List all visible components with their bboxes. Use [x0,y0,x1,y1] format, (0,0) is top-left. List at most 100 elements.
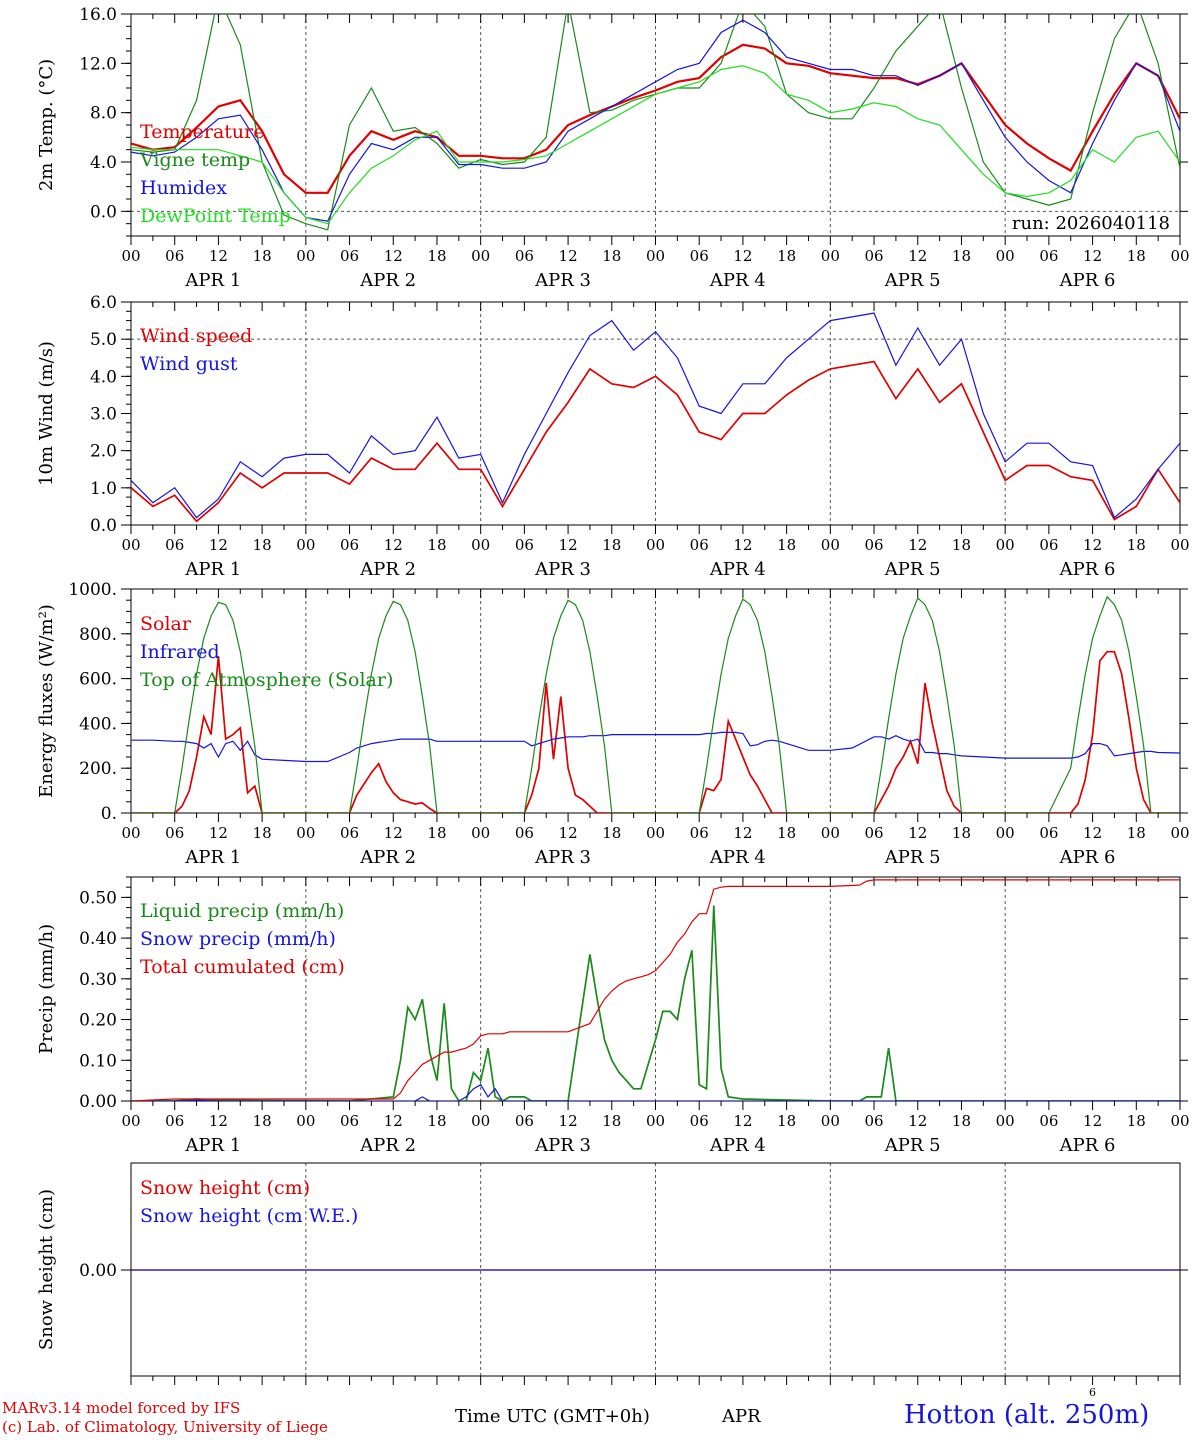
x-day-label: APR 6 [1059,559,1116,580]
y-tick-label: 0.40 [79,929,117,949]
series-line-2-1 [131,360,1180,523]
x-tick-label: 00 [471,536,490,554]
x-day-label: APR 6 [1059,270,1116,291]
legend-entry: Infrared [140,641,220,663]
x-tick-label: 18 [427,536,446,554]
x-tick-label: 06 [340,247,359,265]
x-tick-label: 12 [1083,536,1102,554]
legend-entry: Total cumulated (cm) [140,956,345,978]
y-tick-label: 8.0 [90,104,117,124]
x-tick-label: 18 [602,536,621,554]
x-tick-label: 12 [908,1112,927,1130]
y-tick-label: 600. [79,670,117,690]
series-line-1-4 [131,65,1180,225]
x-day-label: APR 4 [709,847,766,868]
x-tick-label: 00 [121,824,140,842]
x-tick-label: 18 [777,247,796,265]
legend-entry: Snow precip (mm/h) [140,928,336,950]
x-tick-label: 00 [471,1112,490,1130]
x-tick-label: 00 [121,536,140,554]
y-tick-label: 2.0 [90,442,117,462]
x-tick-label: 00 [646,247,665,265]
y-tick-label: 0.20 [79,1011,117,1031]
x-tick-label: 12 [559,824,578,842]
y-tick-label: 3.0 [90,405,117,425]
x-tick-label: 12 [733,824,752,842]
y-tick-label: 0.30 [79,970,117,990]
y-tick-label: 400. [79,714,117,734]
x-tick-label: 12 [908,824,927,842]
x-day-label: APR 4 [709,270,766,291]
run-annotation: run: 2026040118 [1012,213,1170,234]
x-tick-label: 00 [121,247,140,265]
legend-entry: Wind speed [140,325,252,347]
x-day-label: APR 1 [184,270,241,291]
y-axis-label: Energy fluxes (W/m²) [36,604,57,798]
x-day-label: APR 4 [709,559,766,580]
x-tick-label: 12 [559,1112,578,1130]
x-day-label: APR 3 [534,270,591,291]
y-axis-label: Snow height (cm) [36,1189,57,1350]
series-line-4-2 [131,1083,1180,1101]
panel-2: 0.0 1.0 2.0 3.0 4.0 5.0 6.0 10m Wind (m/s) Wind … [36,293,1190,580]
x-day-label: APR 2 [359,270,416,291]
x-tick-label: 06 [864,536,883,554]
x-tick-label: 06 [165,247,184,265]
series-line-4-3 [131,879,1180,1101]
legend-entry: Vigne temp [139,149,250,171]
x-tick-label: 12 [559,536,578,554]
y-tick-label: 1000. [68,580,117,600]
x-tick-label: 18 [777,824,796,842]
x-day-label: APR 6 [1059,847,1116,868]
x-tick-label: 12 [209,1112,228,1130]
x-tick-label: 00 [821,1112,840,1130]
x-day-label: APR 1 [184,559,241,580]
credit-line-2: (c) Lab. of Climatology, University of L… [2,1418,328,1436]
y-tick-label: 0.00 [79,1092,117,1112]
x-tick-label: 06 [165,536,184,554]
x-tick-label: 12 [733,536,752,554]
x-tick-label: 06 [864,247,883,265]
x-day-label: APR 4 [709,1135,766,1156]
x-tick-label: 12 [908,247,927,265]
x-tick-label: 00 [996,536,1015,554]
x-tick-label: 12 [733,1112,752,1130]
x-tick-label: 06 [515,536,534,554]
x-tick-label: 12 [733,247,752,265]
x-tick-label: 18 [952,247,971,265]
x-axis-day: 6 [1089,1386,1096,1399]
x-tick-label: 06 [690,824,709,842]
x-tick-label: 06 [864,1112,883,1130]
x-tick-label: 12 [209,536,228,554]
y-axis-label: 2m Temp. (°C) [36,59,57,191]
legend-entry: DewPoint Temp [140,205,291,227]
x-tick-label: 00 [471,247,490,265]
series-line-2-2 [131,312,1180,519]
y-tick-label: 1.0 [90,479,117,499]
x-tick-label: 06 [864,824,883,842]
x-tick-label: 00 [296,536,315,554]
x-tick-label: 00 [821,247,840,265]
legend-entry: Snow height (cm) [140,1177,310,1199]
y-axis-label: Precip (mm/h) [36,924,57,1054]
x-tick-label: 00 [121,1112,140,1130]
x-tick-label: 00 [646,536,665,554]
legend-entry: Liquid precip (mm/h) [140,900,344,922]
y-tick-label: 0.0 [90,516,117,536]
x-axis-month: APR [722,1406,761,1427]
x-day-label: APR 1 [184,1135,241,1156]
legend-entry: Solar [140,613,192,635]
x-tick-label: 12 [1083,1112,1102,1130]
x-tick-label: 18 [1127,536,1146,554]
x-tick-label: 00 [1170,1112,1189,1130]
x-tick-label: 00 [471,824,490,842]
panel-frame [130,301,1181,526]
panel-4: 0.00 0.10 0.20 0.30 0.40 0.50 Precip (mm/h) Liq… [36,876,1190,1156]
x-day-label: APR 1 [184,847,241,868]
panel-5: 0.00 Snow height (cm) Snow height (cm) Snow… [36,1162,1188,1385]
x-tick-label: 00 [821,824,840,842]
y-tick-label: 4.0 [90,153,117,173]
y-axis-label: 10m Wind (m/s) [36,341,57,486]
x-tick-label: 06 [1039,1112,1058,1130]
x-tick-label: 18 [253,824,272,842]
